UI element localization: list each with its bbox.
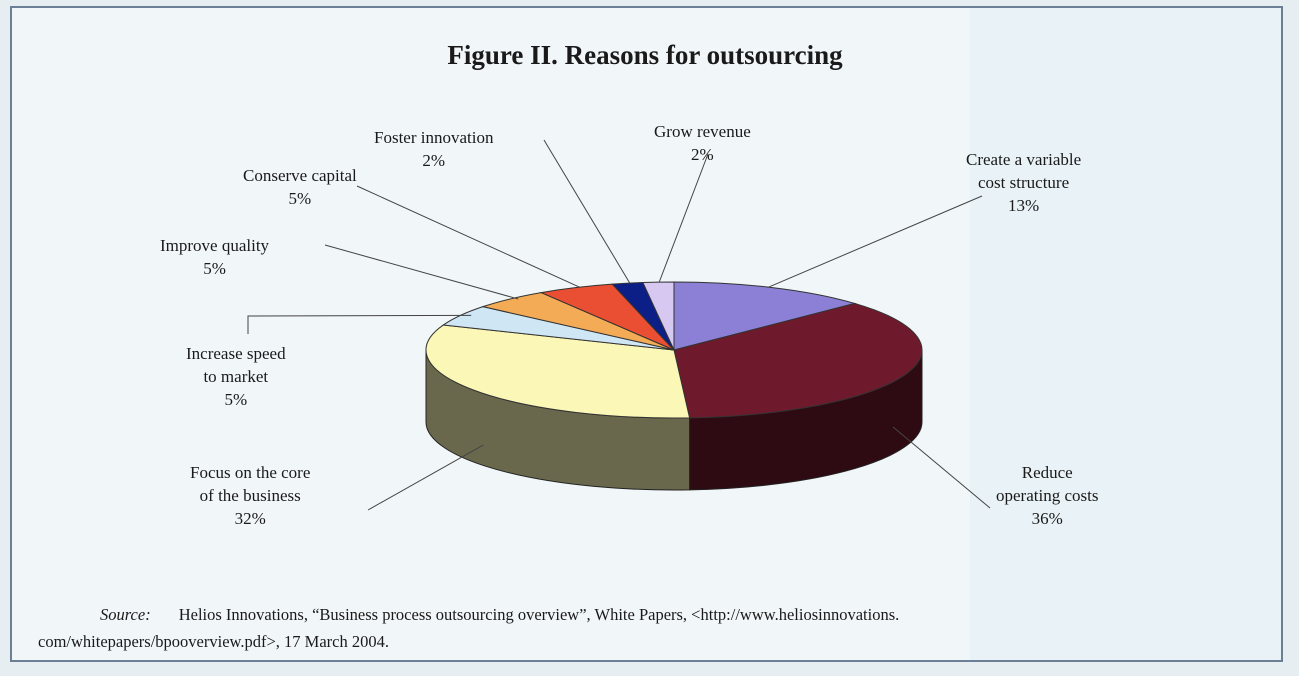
source-label: Source: — [100, 605, 151, 624]
chart-title: Figure II. Reasons for outsourcing — [447, 40, 843, 70]
label-focus-core-business: Focus on the core of the business 32% — [190, 463, 311, 528]
label-foster-innovation: Foster innovation 2% — [374, 128, 494, 170]
pie-slice-2 — [425, 324, 691, 419]
leader-line-1 — [892, 426, 991, 509]
leader-line-0 — [767, 195, 983, 289]
pie-slice-0 — [673, 281, 857, 351]
source-line-2: com/whitepapers/bpooverview.pdf>, 17 Mar… — [38, 632, 389, 651]
label-increase-speed: Increase speed to market 5% — [186, 344, 286, 409]
leader-line-2 — [367, 444, 484, 511]
leader-line-5 — [356, 185, 581, 289]
pie-slice-1 — [673, 302, 923, 419]
label-reduce-operating-costs: Reduce operating costs 36% — [996, 463, 1099, 528]
pie-slice-7 — [642, 281, 675, 351]
label-conserve-capital: Conserve capital 5% — [243, 166, 357, 208]
source-line-1: Helios Innovations, “Business process ou… — [178, 605, 900, 624]
source-note: Source: Helios Innovations, “Business pro… — [38, 601, 1268, 655]
leader-line-4 — [324, 244, 519, 300]
label-grow-revenue: Grow revenue 2% — [654, 122, 751, 164]
leader-line-7 — [658, 153, 709, 283]
background-page-strip — [970, 8, 1281, 660]
leader-line-6 — [543, 139, 631, 284]
label-create-variable-cost: Create a variable cost structure 13% — [966, 150, 1082, 215]
label-improve-quality: Improve quality 5% — [160, 236, 270, 278]
leader-line-3 — [247, 314, 472, 334]
